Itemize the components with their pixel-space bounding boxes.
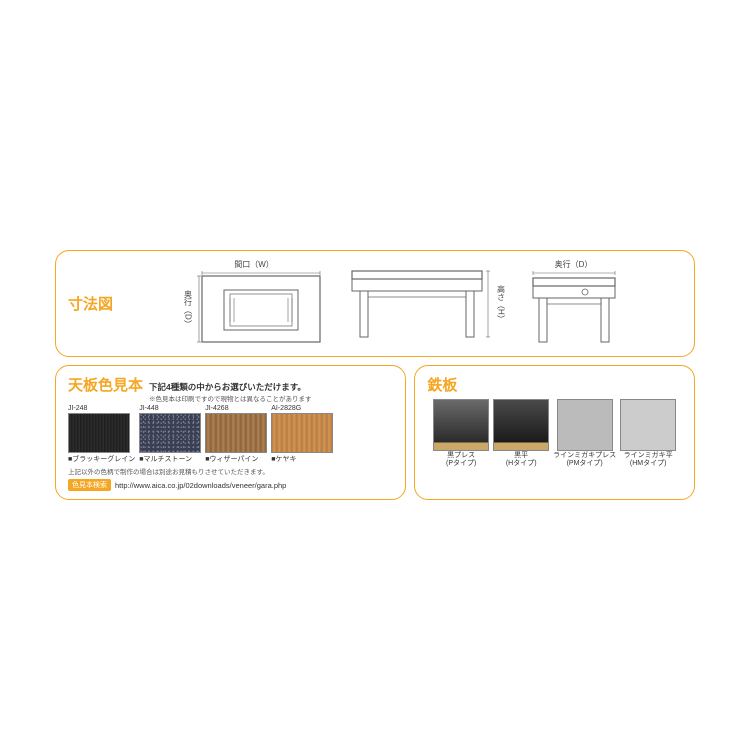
swatch-code: JI-248 <box>68 405 87 412</box>
plate-name: ラインミガキ平(HMタイプ) <box>624 452 673 467</box>
veneer-subtitle: 下記4種類の中からお選びいただけます。 <box>149 381 312 393</box>
plate-image <box>620 399 676 451</box>
swatch-image <box>139 413 201 453</box>
swatch-name: ■ケヤキ <box>271 454 296 464</box>
dimension-panel: 寸法図 間口（W） 奥行（D） <box>55 250 695 357</box>
veneer-url[interactable]: http://www.aica.co.jp/02downloads/veneer… <box>115 481 286 490</box>
swatch-item: JI-4268 ■ウィザーパイン <box>205 405 267 464</box>
swatch-item: JI-248 ■ブラッキーグレイン <box>68 405 135 464</box>
swatch-image <box>68 413 130 453</box>
veneer-panel: 天板色見本 下記4種類の中からお選びいただけます。 ※色見本は印刷ですので現物と… <box>55 365 406 500</box>
side-view-svg <box>525 270 623 348</box>
veneer-title: 天板色見本 <box>68 374 143 395</box>
plate-item: ラインミガキプレス(PMタイプ) <box>553 399 616 467</box>
front-view-svg <box>344 263 494 345</box>
search-badge: 色見本検索 <box>68 479 111 491</box>
swatch-row: JI-248 ■ブラッキーグレイン JI-448 ■マルチストーン JI-426… <box>68 405 393 464</box>
swatch-item: AI-2828G ■ケヤキ <box>271 405 333 464</box>
front-view: 高さ（H） <box>344 263 507 345</box>
plate-row: 黒プレス(Pタイプ) 黒平(Hタイプ) ラインミガキプレス(PMタイプ) ライン… <box>427 399 682 467</box>
swatch-item: JI-448 ■マルチストーン <box>139 405 201 464</box>
ironplate-panel: 鉄板 黒プレス(Pタイプ) 黒平(Hタイプ) ラインミガキプレス(PMタイプ) … <box>414 365 695 500</box>
plate-item: ラインミガキ平(HMタイプ) <box>620 399 676 467</box>
veneer-footer-note: 上記以外の色柄で制作の場合は別途お見積もりさせていただきます。 <box>68 466 393 476</box>
veneer-note: ※色見本は印刷ですので現物とは異なることがあります <box>149 393 312 403</box>
swatch-code: AI-2828G <box>271 405 301 412</box>
plate-name: ラインミガキプレス(PMタイプ) <box>553 452 616 467</box>
url-row: 色見本検索 http://www.aica.co.jp/02downloads/… <box>68 479 393 491</box>
top-view: 間口（W） 奥行（D） <box>183 259 326 348</box>
plate-item: 黒プレス(Pタイプ) <box>433 399 489 467</box>
plate-name: 黒平(Hタイプ) <box>506 452 537 467</box>
swatch-image <box>205 413 267 453</box>
swatch-name: ■マルチストーン <box>139 454 192 464</box>
top-view-svg <box>196 270 326 348</box>
plate-item: 黒平(Hタイプ) <box>493 399 549 467</box>
ironplate-title: 鉄板 <box>427 374 682 395</box>
row2: 天板色見本 下記4種類の中からお選びいただけます。 ※色見本は印刷ですので現物と… <box>55 365 695 500</box>
swatch-image <box>271 413 333 453</box>
swatch-name: ■ウィザーパイン <box>205 454 258 464</box>
plate-image <box>493 399 549 451</box>
depth-label: 奥行（D） <box>183 290 194 328</box>
dimension-diagrams: 間口（W） 奥行（D） <box>123 259 682 348</box>
side-view: 奥行（D） <box>525 259 623 348</box>
height-label: 高さ（H） <box>496 285 507 323</box>
plate-name: 黒プレス(Pタイプ) <box>446 452 476 467</box>
width-label: 間口（W） <box>234 259 274 270</box>
plate-image <box>433 399 489 451</box>
plate-image <box>557 399 613 451</box>
side-depth-label: 奥行（D） <box>555 259 593 270</box>
swatch-name: ■ブラッキーグレイン <box>68 454 135 464</box>
swatch-code: JI-448 <box>139 405 158 412</box>
swatch-code: JI-4268 <box>205 405 228 412</box>
dimension-title: 寸法図 <box>68 293 113 314</box>
